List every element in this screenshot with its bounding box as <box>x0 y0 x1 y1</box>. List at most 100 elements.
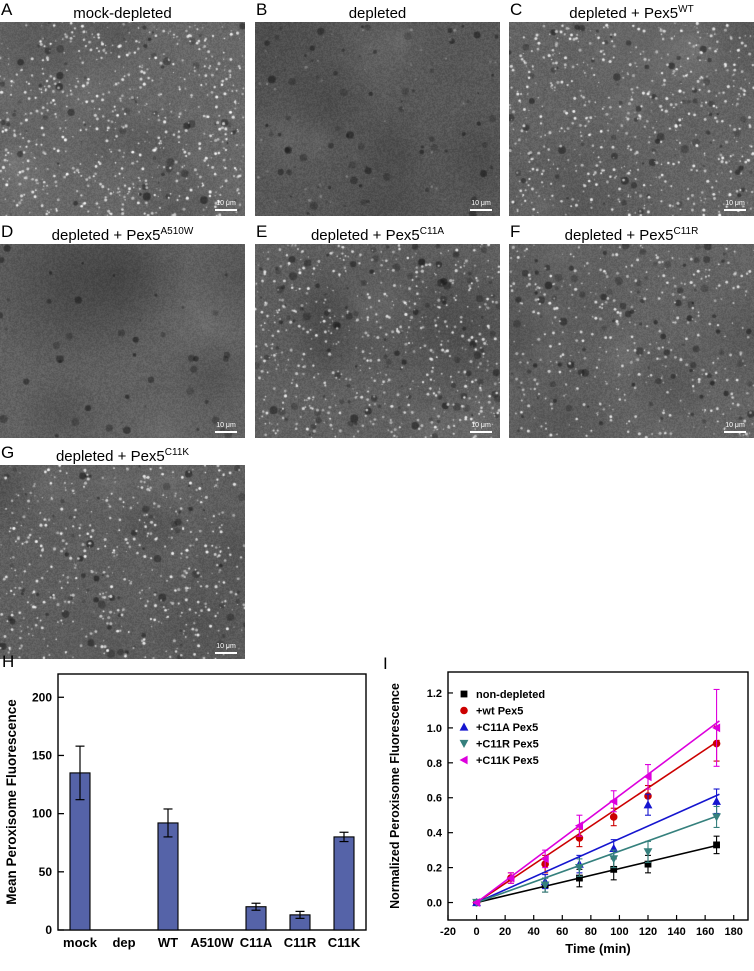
svg-text:60: 60 <box>556 926 568 938</box>
panel-title: mock-depleted <box>0 0 245 24</box>
panel-letter: B <box>256 0 268 19</box>
scale-bar-label: 10 μm <box>216 422 236 429</box>
category-label-WT: WT <box>158 935 178 950</box>
panel-title-superscript: C11K <box>164 447 190 458</box>
x-axis-label: Time (min) <box>565 941 631 956</box>
svg-text:0: 0 <box>474 926 480 938</box>
panel-header: A mock-depleted <box>0 0 245 22</box>
y-axis-label: Mean Peroxisome Fluorescence <box>4 699 19 905</box>
svg-text:+C11R Pex5: +C11R Pex5 <box>476 739 539 751</box>
panel-title-text: mock-depleted <box>73 5 172 22</box>
svg-text:40: 40 <box>528 926 540 938</box>
svg-text:-20: -20 <box>440 926 456 938</box>
scale-bar-label: 10 μm <box>216 200 236 207</box>
svg-text:non-depleted: non-depleted <box>476 689 545 701</box>
panel-title: depleted + Pex5C11R <box>509 222 754 246</box>
panel-title-superscript: WT <box>678 4 694 15</box>
micrograph-panel-g: G depleted + Pex5C11K 10 μm <box>0 443 245 659</box>
micrograph-canvas <box>255 244 500 438</box>
panel-header: F depleted + Pex5C11R <box>509 222 754 244</box>
svg-text:160: 160 <box>696 926 714 938</box>
svg-text:80: 80 <box>585 926 597 938</box>
svg-text:1.2: 1.2 <box>427 688 442 700</box>
micrograph-image: 10 μm <box>0 465 245 659</box>
panel-title-text: depleted + Pex5 <box>564 227 674 244</box>
panel-header: C depleted + Pex5WT <box>509 0 754 22</box>
svg-text:20: 20 <box>499 926 511 938</box>
legend: non-depleted +wt Pex5 +C11A Pex5 +C11R Pex5… <box>459 689 545 767</box>
panel-title: depleted + Pex5A510W <box>0 222 245 246</box>
panel-title: depleted + Pex5C11K <box>0 443 245 467</box>
scale-bar: 10 μm <box>215 200 237 211</box>
panel-title: depleted + Pex5C11A <box>255 222 500 246</box>
svg-text:100: 100 <box>610 926 628 938</box>
micrograph-image: 10 μm <box>255 22 500 216</box>
scale-bar: 10 μm <box>724 200 746 211</box>
category-label-A510W: A510W <box>190 935 234 950</box>
micrograph-panel-c: C depleted + Pex5WT 10 μm <box>509 0 754 216</box>
svg-text:0.2: 0.2 <box>427 863 442 875</box>
micrograph-panel-e: E depleted + Pex5C11A 10 μm <box>255 222 500 438</box>
micrograph-canvas <box>0 465 245 659</box>
micrograph-panel-a: A mock-depleted 10 μm <box>0 0 245 216</box>
panel-header: D depleted + Pex5A510W <box>0 222 245 244</box>
panel-title-superscript: A510W <box>160 226 194 237</box>
panel-letter: C <box>510 0 523 19</box>
svg-text:0.0: 0.0 <box>427 898 442 910</box>
svg-text:0.6: 0.6 <box>427 793 442 805</box>
scale-bar-line <box>215 209 237 211</box>
scale-bar: 10 μm <box>470 422 492 433</box>
micrograph-image: 10 μm <box>0 22 245 216</box>
scale-bar: 10 μm <box>215 422 237 433</box>
svg-text:50: 50 <box>39 865 53 879</box>
svg-text:+C11K Pex5: +C11K Pex5 <box>476 755 539 767</box>
panel-header: B depleted <box>255 0 500 22</box>
bars <box>69 745 355 931</box>
svg-text:0.8: 0.8 <box>427 758 442 770</box>
micrograph-panel-d: D depleted + Pex5A510W 10 μm <box>0 222 245 438</box>
scale-bar-label: 10 μm <box>725 422 745 429</box>
scale-bar-line <box>215 652 237 654</box>
category-label-C11A: C11A <box>240 935 273 950</box>
panel-title-text: depleted + Pex5 <box>569 5 679 22</box>
panel-title-text: depleted + Pex5 <box>51 227 161 244</box>
category-label-C11R: C11R <box>284 935 317 950</box>
category-label-mock: mock <box>63 935 98 950</box>
micrograph-image: 10 μm <box>255 244 500 438</box>
panel-letter: D <box>1 222 14 241</box>
category-label-dep: dep <box>112 935 135 950</box>
svg-text:120: 120 <box>639 926 657 938</box>
svg-text:140: 140 <box>667 926 685 938</box>
micrograph-canvas <box>509 244 754 438</box>
bar-WT <box>157 822 179 931</box>
svg-text:1.0: 1.0 <box>427 723 442 735</box>
y-axis-label: Normalized Peroxisome Fluorescence <box>388 683 402 909</box>
panel-header: E depleted + Pex5C11A <box>255 222 500 244</box>
scale-bar-line <box>470 431 492 433</box>
scale-bar-label: 10 μm <box>471 200 491 207</box>
scale-bar-label: 10 μm <box>471 422 491 429</box>
micrograph-canvas <box>509 22 754 216</box>
scale-bar-label: 10 μm <box>216 643 236 650</box>
panel-title-text: depleted <box>348 5 407 22</box>
micrograph-canvas <box>0 244 245 438</box>
series-+C11R Pex5 <box>472 805 721 908</box>
micrograph-panel-b: B depleted 10 μm <box>255 0 500 216</box>
panel-title-text: depleted + Pex5 <box>55 448 165 465</box>
panel-letter: G <box>1 443 15 462</box>
svg-text:180: 180 <box>725 926 743 938</box>
micrograph-panel-f: F depleted + Pex5C11R 10 μm <box>509 222 754 438</box>
panel-title: depleted <box>255 0 500 24</box>
panel-letter: F <box>510 222 521 241</box>
panel-title-superscript: C11A <box>419 226 445 237</box>
scale-bar-line <box>215 431 237 433</box>
svg-text:0: 0 <box>45 923 52 937</box>
svg-text:200: 200 <box>32 690 52 704</box>
panel-letter: H <box>2 652 15 671</box>
panel-letter: A <box>1 0 13 19</box>
micrograph-image: 10 μm <box>0 244 245 438</box>
svg-text:+C11A Pex5: +C11A Pex5 <box>476 722 538 734</box>
svg-text:100: 100 <box>32 807 52 821</box>
panel-title: depleted + Pex5WT <box>509 0 754 24</box>
